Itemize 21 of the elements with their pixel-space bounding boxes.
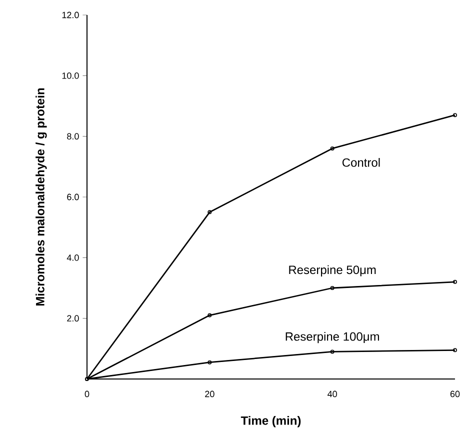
y-tick-label: 2.0 <box>67 315 79 322</box>
point <box>330 146 334 150</box>
point <box>208 313 212 318</box>
x-tick-label: 20 <box>205 390 214 398</box>
x-tick-label: 40 <box>328 390 337 398</box>
y-tick-label: 4.0 <box>66 254 79 261</box>
x-tick-label: 0 <box>84 390 90 398</box>
x-axis-title: Time (min) <box>240 416 301 428</box>
x-tick-label: 60 <box>450 390 460 398</box>
series-label: Reserpine 100μm <box>286 332 379 344</box>
series-label: Reserpine 50μm <box>289 265 376 276</box>
point <box>208 360 212 364</box>
y-tick-label: 8.0 <box>67 133 79 140</box>
y-axis-title: Micromoles malonaldehyde / g protein <box>36 88 47 306</box>
series-label: Control <box>342 158 380 167</box>
y-tick-label: 12.0 <box>62 12 79 18</box>
y-tick-label: 6.0 <box>67 194 79 200</box>
point <box>208 210 212 214</box>
point <box>330 286 334 290</box>
y-tick-label: 10.0 <box>62 72 79 79</box>
point <box>330 350 334 354</box>
